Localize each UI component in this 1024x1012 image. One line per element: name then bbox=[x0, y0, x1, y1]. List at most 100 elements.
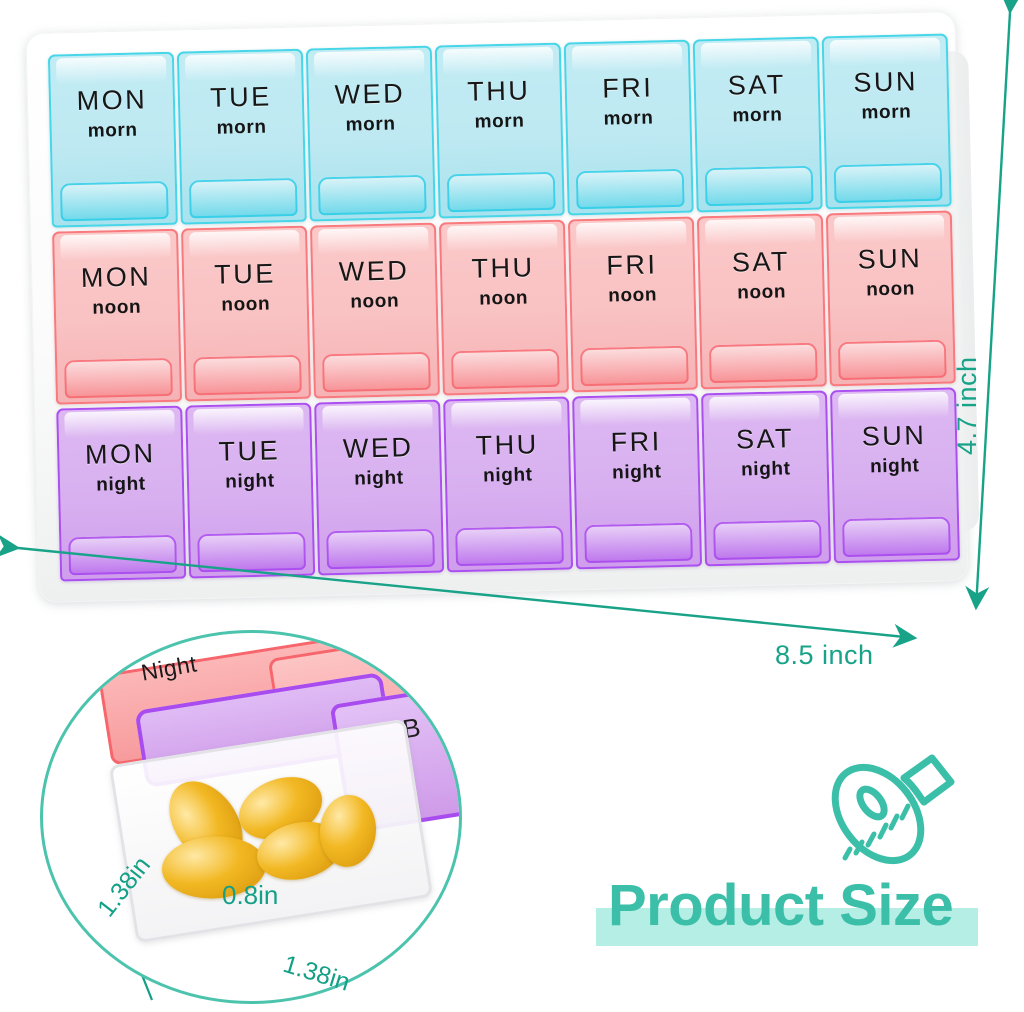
compartment-mon-morn[interactable]: MON morn bbox=[47, 51, 178, 228]
slot-label: noon bbox=[479, 287, 529, 310]
day-label: TUE bbox=[218, 435, 281, 467]
height-dimension-label: 4.7 inch bbox=[952, 356, 982, 455]
compartment-mon-night[interactable]: MON night bbox=[56, 405, 187, 582]
day-label: TUE bbox=[209, 81, 272, 113]
slot-label: night bbox=[224, 470, 275, 493]
compartment-sun-morn[interactable]: SUN morn bbox=[821, 33, 952, 210]
slot-label: noon bbox=[350, 290, 400, 313]
day-label: FRI bbox=[610, 426, 662, 458]
lid-tab bbox=[841, 516, 952, 558]
day-label: TUE bbox=[213, 258, 277, 290]
slot-label: morn bbox=[732, 104, 783, 127]
compartment-thu-morn[interactable]: THU morn bbox=[434, 42, 565, 219]
lid-tab bbox=[712, 519, 823, 561]
lid-tab bbox=[454, 525, 565, 567]
compartment-row-morn: MON morn TUE morn WED morn THU morn bbox=[47, 33, 952, 228]
lid-tab bbox=[704, 165, 814, 207]
slot-label: morn bbox=[861, 101, 912, 124]
tape-measure-icon bbox=[831, 754, 955, 865]
pill-organizer: MON morn TUE morn WED morn THU morn bbox=[18, 8, 978, 618]
slot-label: morn bbox=[87, 119, 138, 142]
day-label: WED bbox=[338, 255, 410, 287]
lid-tab bbox=[708, 342, 818, 384]
lid-tab bbox=[59, 180, 169, 222]
day-label: FRI bbox=[601, 72, 654, 104]
slot-label: morn bbox=[603, 107, 654, 130]
lid-tab bbox=[196, 531, 307, 573]
day-label: SUN bbox=[853, 66, 919, 98]
day-label: WED bbox=[342, 432, 414, 464]
compartment-fri-noon[interactable]: FRI noon bbox=[567, 216, 698, 393]
compartment-tue-noon[interactable]: TUE noon bbox=[180, 225, 312, 402]
compartment-sat-night[interactable]: SAT night bbox=[701, 390, 832, 567]
compartment-thu-night[interactable]: THU night bbox=[443, 396, 574, 573]
compartment-sat-noon[interactable]: SAT noon bbox=[696, 213, 827, 390]
slot-label: night bbox=[869, 455, 920, 478]
lid-tab bbox=[68, 534, 178, 576]
compartment-tue-night[interactable]: TUE night bbox=[185, 402, 316, 579]
slot-label: night bbox=[611, 461, 662, 484]
slot-label: morn bbox=[474, 110, 525, 133]
compartment-sat-morn[interactable]: SAT morn bbox=[692, 36, 823, 213]
slot-label: night bbox=[740, 458, 791, 481]
slot-label: night bbox=[353, 467, 404, 490]
day-label: MON bbox=[76, 84, 148, 117]
compartment-sun-noon[interactable]: SUN noon bbox=[825, 210, 956, 387]
day-label: FRI bbox=[606, 249, 658, 281]
slot-label: night bbox=[482, 464, 533, 487]
compartment-grid: MON morn TUE morn WED morn THU morn bbox=[47, 27, 961, 593]
lid-tab bbox=[188, 177, 298, 219]
inset-depth-label: 0.8in bbox=[222, 880, 279, 910]
compartment-sun-night[interactable]: SUN night bbox=[829, 387, 961, 564]
slot-label: night bbox=[96, 473, 146, 496]
day-label: THU bbox=[466, 75, 531, 107]
day-label: SAT bbox=[731, 246, 791, 278]
title-highlight-bar bbox=[596, 908, 978, 946]
compartment-row-night: MON night TUE night WED night THU night bbox=[56, 387, 961, 582]
lid-tab bbox=[833, 162, 943, 204]
day-label: SUN bbox=[857, 243, 923, 275]
lid-tab bbox=[579, 345, 689, 387]
detail-inset: Night B bbox=[40, 630, 462, 1004]
compartment-wed-night[interactable]: WED night bbox=[314, 399, 445, 576]
day-label: THU bbox=[471, 252, 535, 284]
lid-tab bbox=[450, 348, 560, 390]
slot-label: noon bbox=[608, 284, 658, 307]
slot-label: noon bbox=[736, 281, 787, 304]
slot-label: noon bbox=[865, 278, 916, 301]
lid-tab bbox=[321, 351, 432, 393]
compartment-wed-morn[interactable]: WED morn bbox=[305, 45, 436, 222]
slot-label: morn bbox=[345, 113, 396, 136]
lid-tab bbox=[583, 522, 694, 564]
compartment-mon-noon[interactable]: MON noon bbox=[52, 228, 183, 405]
lid-tab bbox=[837, 339, 947, 381]
compartment-fri-night[interactable]: FRI night bbox=[572, 393, 703, 570]
compartment-thu-noon[interactable]: THU noon bbox=[438, 219, 569, 396]
product-size-title-wrap: Product Size bbox=[596, 875, 996, 948]
width-dimension-label: 8.5 inch bbox=[775, 640, 874, 670]
day-label: SAT bbox=[735, 423, 795, 455]
lid-tab bbox=[192, 354, 303, 396]
day-label: MON bbox=[80, 261, 152, 293]
product-size-block: Product Size bbox=[596, 748, 996, 958]
compartment-row-noon: MON noon TUE noon WED noon THU noon bbox=[52, 210, 956, 405]
slot-label: noon bbox=[221, 293, 271, 316]
compartment-wed-noon[interactable]: WED noon bbox=[309, 222, 440, 399]
day-label: MON bbox=[84, 438, 156, 470]
slot-label: noon bbox=[92, 296, 142, 319]
day-label: SAT bbox=[727, 69, 787, 101]
day-label: WED bbox=[334, 78, 406, 110]
lid-tab bbox=[575, 168, 685, 210]
height-dimension-arrow bbox=[965, 0, 1024, 611]
slot-label: morn bbox=[216, 116, 267, 139]
day-label: SUN bbox=[861, 420, 927, 452]
day-label: THU bbox=[475, 429, 540, 461]
lid-tab bbox=[446, 171, 556, 213]
compartment-tue-morn[interactable]: TUE morn bbox=[176, 48, 307, 225]
lid-tab bbox=[325, 528, 436, 570]
lid-tab bbox=[63, 357, 174, 399]
lid-tab bbox=[317, 174, 427, 216]
detail-inset-circle: Night B bbox=[40, 630, 462, 1004]
compartment-fri-morn[interactable]: FRI morn bbox=[563, 39, 694, 216]
